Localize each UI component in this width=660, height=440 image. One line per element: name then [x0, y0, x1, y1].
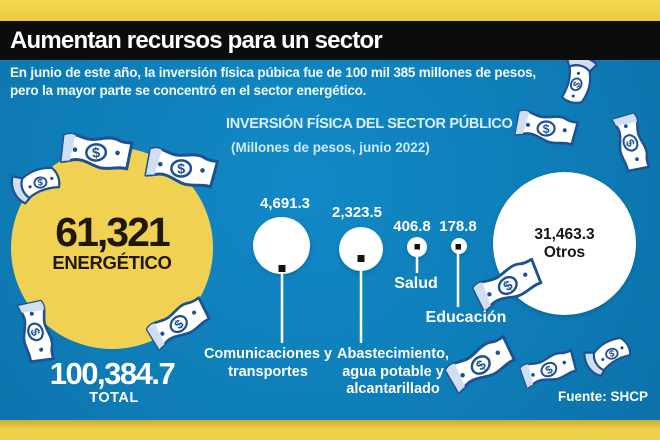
- intro-line-2: pero la mayor parte se concentró en el s…: [10, 83, 367, 98]
- label-comunicaciones: Comunicaciones y transportes: [203, 346, 333, 380]
- bubble-comunicaciones: [253, 217, 310, 274]
- value-educacion: 178.8: [439, 218, 477, 235]
- source-credit: Fuente: SHCP: [557, 389, 648, 404]
- otros-value: 31,463.3: [534, 225, 595, 243]
- bottom-yellow-band: [0, 420, 660, 440]
- value-salud: 406.8: [393, 218, 431, 235]
- energetico-value: 61,321: [55, 209, 170, 255]
- value-abastecimiento: 2,323.5: [331, 204, 383, 221]
- value-comunicaciones: 4,691.3: [259, 195, 311, 212]
- otros-label: Otros: [543, 243, 586, 261]
- money-bill-icon: [513, 106, 580, 149]
- label-educacion: Educación: [425, 309, 507, 326]
- intro-line-1: En junio de este año, la inversión físic…: [10, 65, 536, 80]
- money-bill-icon: [611, 111, 652, 174]
- label-salud: Salud: [394, 275, 438, 292]
- total-value: 100,384.7: [49, 356, 176, 391]
- energetico-label: ENERGÉTICO: [52, 252, 172, 273]
- bubble-educacion: [451, 238, 467, 254]
- headline-bar: Aumentan recursos para un sector: [0, 21, 660, 60]
- intro-paragraph: En junio de este año, la inversión físic…: [10, 64, 570, 100]
- bubble-salud: [407, 237, 427, 257]
- bubble-abastecimiento: [339, 227, 383, 271]
- money-bill-icon: [579, 330, 636, 381]
- total-label: TOTAL: [89, 390, 139, 406]
- label-abastecimiento: Abastecimiento, agua potable y alcantari…: [337, 346, 449, 397]
- chart-subtitle: (Millones de pesos, junio 2022): [231, 140, 430, 155]
- chart-title: INVERSIÓN FÍSICA DEL SECTOR PÚBLICO: [226, 116, 513, 132]
- headline: Aumentan recursos para un sector: [10, 26, 383, 54]
- top-yellow-band: [0, 0, 660, 21]
